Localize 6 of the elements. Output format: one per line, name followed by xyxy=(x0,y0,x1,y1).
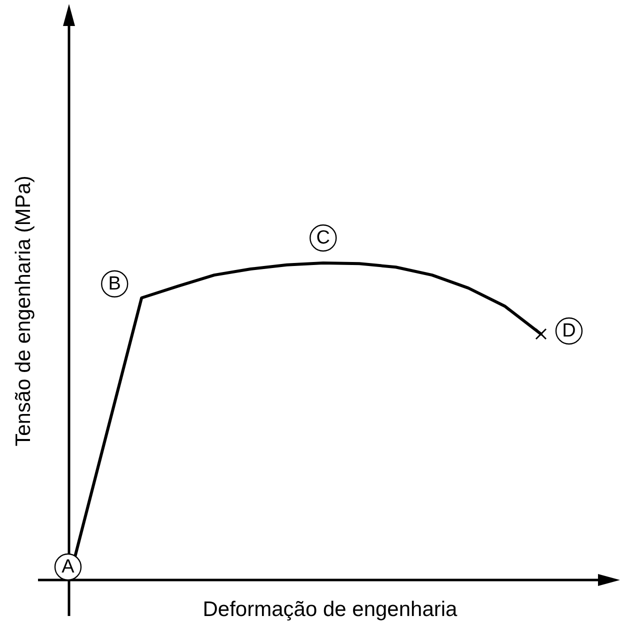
annotation: A xyxy=(62,556,75,578)
text: C xyxy=(316,228,330,248)
annotation: B xyxy=(108,273,121,294)
text: D xyxy=(562,320,576,342)
x-axis-title: Deformação de engenharia xyxy=(202,598,458,621)
y-axis-title: Tensão de engenharia (MPa) xyxy=(12,176,35,446)
